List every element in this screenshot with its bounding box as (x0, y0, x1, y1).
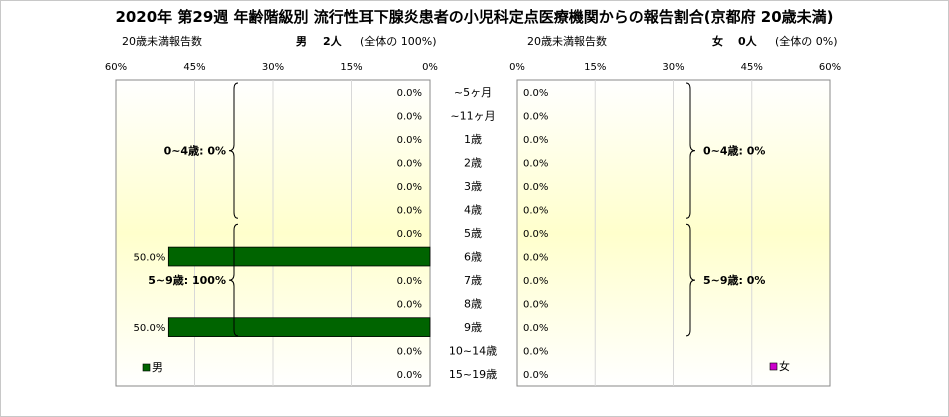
right-tick-label: 15% (584, 62, 606, 73)
right-tick-label: 30% (662, 62, 684, 73)
male-bar (167, 246, 431, 267)
left-caption: 20歳未満報告数 (122, 35, 202, 48)
male-legend-label: 男 (152, 361, 163, 374)
female-value-label: 0.0% (523, 88, 548, 99)
female-value-label: 0.0% (523, 370, 548, 381)
female-age-group-label: 5~9歳: 0% (703, 273, 765, 287)
age-category-label: 3歳 (464, 180, 482, 193)
left-count: 2人 (323, 35, 342, 48)
male-age-group-brace (228, 223, 239, 337)
male-value-label: 0.0% (397, 158, 422, 169)
female-value-label: 0.0% (523, 323, 548, 334)
age-category-label: 6歳 (464, 251, 482, 264)
male-value-label: 0.0% (397, 229, 422, 240)
male-value-label: 0.0% (397, 111, 422, 122)
age-category-label: ~11ヶ月 (450, 109, 495, 122)
left-tick-label: 45% (183, 62, 205, 73)
age-category-label: 9歳 (464, 321, 482, 334)
right-caption: 20歳未満報告数 (527, 35, 607, 48)
male-age-group-brace (228, 82, 239, 219)
left-tick-label: 60% (105, 62, 127, 73)
female-value-label: 0.0% (523, 182, 548, 193)
age-category-label: 5歳 (464, 227, 482, 240)
male-value-label: 0.0% (397, 182, 422, 193)
age-category-label: 1歳 (464, 133, 482, 146)
age-category-label: 7歳 (464, 274, 482, 287)
right-tick-label: 0% (509, 62, 525, 73)
female-age-group-label: 0~4歳: 0% (703, 144, 765, 158)
male-age-group-label: 0~4歳: 0% (164, 144, 226, 158)
male-value-label: 0.0% (397, 300, 422, 311)
age-category-label: 10~14歳 (449, 345, 497, 358)
age-category-label: 4歳 (464, 203, 482, 216)
age-category-label: ~5ヶ月 (454, 86, 492, 99)
male-value-label: 50.0% (134, 253, 166, 264)
age-category-label: 2歳 (464, 156, 482, 169)
female-value-label: 0.0% (523, 347, 548, 358)
left-tick-label: 0% (422, 62, 438, 73)
right-share: (全体の 0%) (775, 35, 838, 48)
male-value-label: 0.0% (397, 276, 422, 287)
male-value-label: 0.0% (397, 135, 422, 146)
male-age-group-label: 5~9歳: 100% (148, 273, 226, 287)
left-tick-label: 15% (340, 62, 362, 73)
female-age-group-brace (685, 82, 696, 219)
female-value-label: 0.0% (523, 158, 548, 169)
female-legend-label: 女 (779, 359, 790, 373)
female-age-group-brace (685, 223, 696, 337)
right-sex: 女 (712, 35, 723, 48)
male-legend-swatch (142, 363, 151, 372)
male-value-label: 0.0% (397, 88, 422, 99)
left-sex: 男 (296, 35, 307, 48)
male-value-label: 50.0% (134, 323, 166, 334)
age-category-label: 15~19歳 (449, 368, 497, 381)
female-legend-swatch (769, 362, 778, 371)
female-value-label: 0.0% (523, 111, 548, 122)
male-value-label: 0.0% (397, 347, 422, 358)
female-value-label: 0.0% (523, 135, 548, 146)
female-value-label: 0.0% (523, 205, 548, 216)
female-value-label: 0.0% (523, 276, 548, 287)
male-value-label: 0.0% (397, 205, 422, 216)
left-share: (全体の 100%) (360, 35, 437, 48)
age-category-label: 8歳 (464, 298, 482, 311)
female-value-label: 0.0% (523, 300, 548, 311)
female-value-label: 0.0% (523, 253, 548, 264)
left-tick-label: 30% (262, 62, 284, 73)
female-value-label: 0.0% (523, 229, 548, 240)
right-tick-label: 45% (741, 62, 763, 73)
male-bar (167, 317, 431, 337)
right-count: 0人 (738, 35, 757, 48)
right-tick-label: 60% (819, 62, 841, 73)
chart-title: 2020年 第29週 年齢階級別 流行性耳下腺炎患者の小児科定点医療機関からの報… (115, 8, 834, 26)
male-value-label: 0.0% (397, 370, 422, 381)
